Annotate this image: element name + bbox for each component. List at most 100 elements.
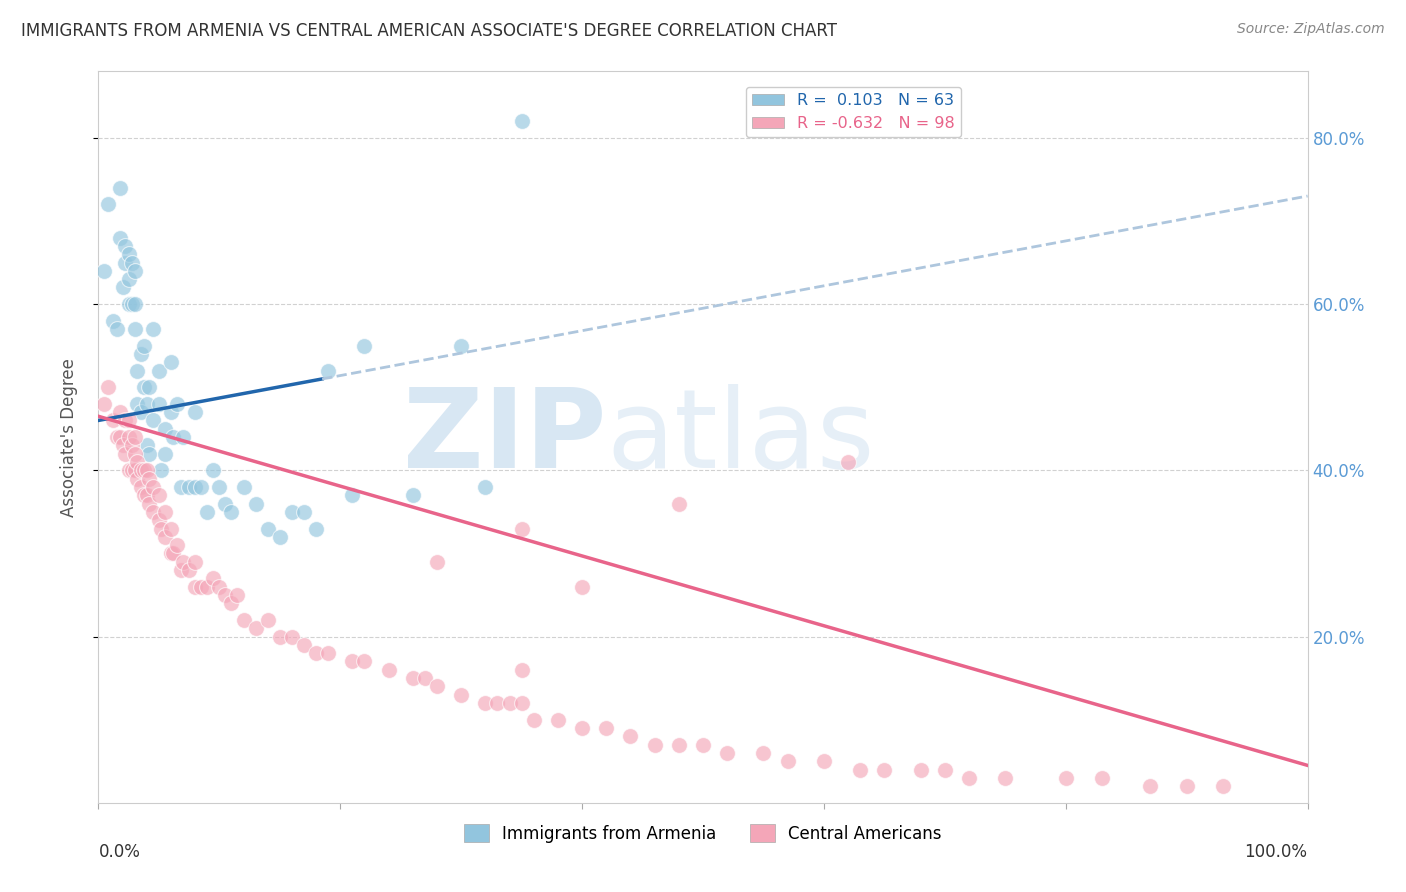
Point [148,513,170,527]
Point [148,363,170,377]
Point [134,338,156,352]
Point [129,480,152,494]
Text: Source: ZipAtlas.com: Source: ZipAtlas.com [1237,22,1385,37]
Point [595,721,617,735]
Point [135,397,157,411]
Point [1212,779,1234,793]
Point [221,505,243,519]
Point [353,655,375,669]
Point [118,272,141,286]
Point [269,530,291,544]
Point [111,438,134,452]
Point [169,480,191,494]
Point [413,671,436,685]
Point [105,322,128,336]
Point [127,397,149,411]
Point [108,405,131,419]
Point [1175,779,1198,793]
Point [510,521,533,535]
Point [1091,771,1114,785]
Point [510,114,533,128]
Point [172,555,194,569]
Point [214,497,236,511]
Point [118,463,141,477]
Point [692,738,714,752]
Point [166,538,188,552]
Point [450,338,472,352]
Point [134,463,156,477]
Point [232,480,254,494]
Point [571,580,593,594]
Point [208,580,231,594]
Point [138,447,160,461]
Point [114,413,136,427]
Point [135,463,157,477]
Point [1054,771,1077,785]
Point [169,563,191,577]
Point [142,480,165,494]
Point [114,239,136,253]
Point [101,314,124,328]
Point [153,422,176,436]
Text: 0.0%: 0.0% [98,843,141,861]
Point [245,621,267,635]
Point [184,555,207,569]
Point [108,230,131,244]
Text: 100.0%: 100.0% [1244,843,1308,861]
Point [108,430,131,444]
Point [142,505,165,519]
Point [184,405,207,419]
Point [195,580,218,594]
Point [114,255,136,269]
Point [118,297,141,311]
Point [316,363,339,377]
Point [129,347,152,361]
Point [121,438,143,452]
Point [160,546,183,560]
Point [97,197,120,211]
Point [150,463,173,477]
Point [153,447,176,461]
Point [377,663,399,677]
Point [105,430,128,444]
Text: IMMIGRANTS FROM ARMENIA VS CENTRAL AMERICAN ASSOCIATE'S DEGREE CORRELATION CHART: IMMIGRANTS FROM ARMENIA VS CENTRAL AMERI… [21,22,837,40]
Point [142,413,165,427]
Point [849,763,872,777]
Point [127,455,149,469]
Point [124,322,146,336]
Point [292,638,315,652]
Point [232,613,254,627]
Point [135,438,157,452]
Point [93,397,115,411]
Point [114,447,136,461]
Point [776,754,799,768]
Point [134,380,156,394]
Point [118,247,141,261]
Point [474,696,496,710]
Point [668,738,690,752]
Point [121,463,143,477]
Point [1139,779,1161,793]
Point [316,646,339,660]
Point [93,264,115,278]
Point [124,447,146,461]
Point [127,363,149,377]
Point [184,580,207,594]
Point [124,430,146,444]
Point [124,297,146,311]
Text: ZIP: ZIP [404,384,606,491]
Point [138,472,160,486]
Point [134,488,156,502]
Point [179,563,201,577]
Point [129,463,152,477]
Point [190,580,212,594]
Point [426,555,449,569]
Point [474,480,496,494]
Point [162,430,184,444]
Point [202,463,225,477]
Point [510,696,533,710]
Point [934,763,956,777]
Point [226,588,249,602]
Point [269,630,291,644]
Point [162,546,184,560]
